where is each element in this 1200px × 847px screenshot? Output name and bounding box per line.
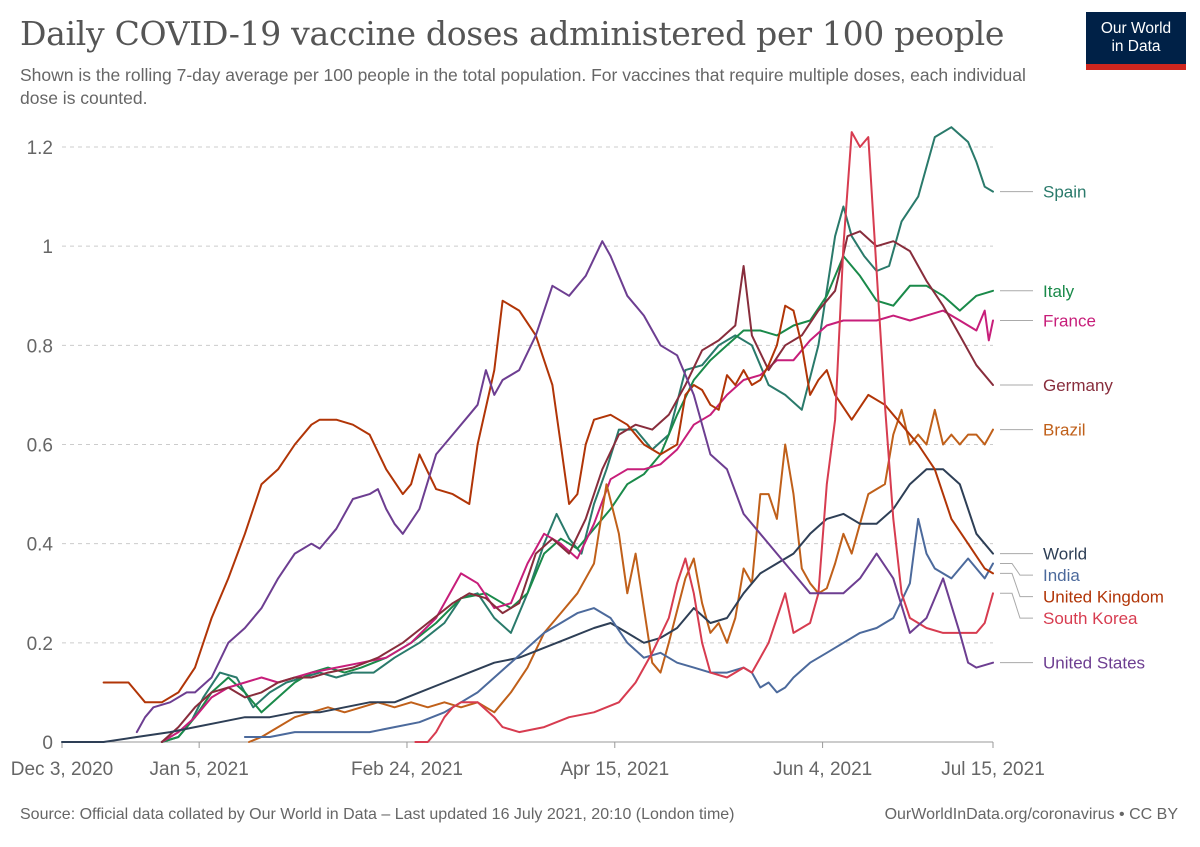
series-label-south-korea: South Korea <box>1043 609 1138 628</box>
series-label-brazil: Brazil <box>1043 421 1086 440</box>
series-line-united-states <box>135 240 994 734</box>
y-tick-label: 1.2 <box>27 138 53 159</box>
y-tick-label: 0.4 <box>27 535 54 556</box>
y-tick-label: 0.8 <box>27 336 53 357</box>
series-line-brazil <box>248 408 994 743</box>
series-line-spain <box>160 126 994 743</box>
source-note: Source: Official data collated by Our Wo… <box>20 806 735 823</box>
series-line-world <box>61 468 994 743</box>
series-line-south-korea <box>414 131 994 743</box>
x-tick-label: Jul 15, 2021 <box>941 759 1045 780</box>
y-tick-label: 0 <box>42 733 53 754</box>
series-line-france <box>160 309 994 743</box>
logo-line-2: in Data <box>1111 38 1161 55</box>
series-label-india: India <box>1043 566 1080 585</box>
owid-logo[interactable]: Our World in Data <box>1086 12 1186 70</box>
x-tick-label: Feb 24, 2021 <box>351 759 463 780</box>
series-line-germany <box>160 230 994 743</box>
x-tick-label: Jan 5, 2021 <box>150 759 249 780</box>
label-connector-south-korea <box>1000 592 1033 619</box>
series-label-germany: Germany <box>1043 376 1113 395</box>
series-label-france: France <box>1043 312 1096 331</box>
chart-subtitle: Shown is the rolling 7-day average per 1… <box>20 65 1026 108</box>
series-label-united-states: United States <box>1043 654 1145 673</box>
series-label-world: World <box>1043 545 1087 564</box>
series-line-united-kingdom <box>102 299 994 704</box>
series-line-india <box>243 517 994 738</box>
series-label-italy: Italy <box>1043 282 1075 301</box>
series-label-spain: Spain <box>1043 183 1086 202</box>
credit-link[interactable]: OurWorldInData.org/coronavirus • CC BY <box>884 806 1178 823</box>
label-connector-united-kingdom <box>1000 572 1033 598</box>
x-tick-label: Jun 4, 2021 <box>773 759 872 780</box>
label-connector-india <box>1000 563 1033 576</box>
x-tick-label: Apr 15, 2021 <box>560 759 669 780</box>
logo-line-1: Our World <box>1100 20 1172 37</box>
series-line-italy <box>160 255 994 743</box>
y-tick-label: 0.6 <box>27 436 53 457</box>
y-tick-label: 1 <box>42 237 53 258</box>
chart-title: Daily COVID-19 vaccine doses administere… <box>20 14 1005 53</box>
x-tick-label: Dec 3, 2020 <box>11 759 113 780</box>
series-label-united-kingdom: United Kingdom <box>1043 588 1164 607</box>
y-tick-label: 0.2 <box>27 634 53 655</box>
